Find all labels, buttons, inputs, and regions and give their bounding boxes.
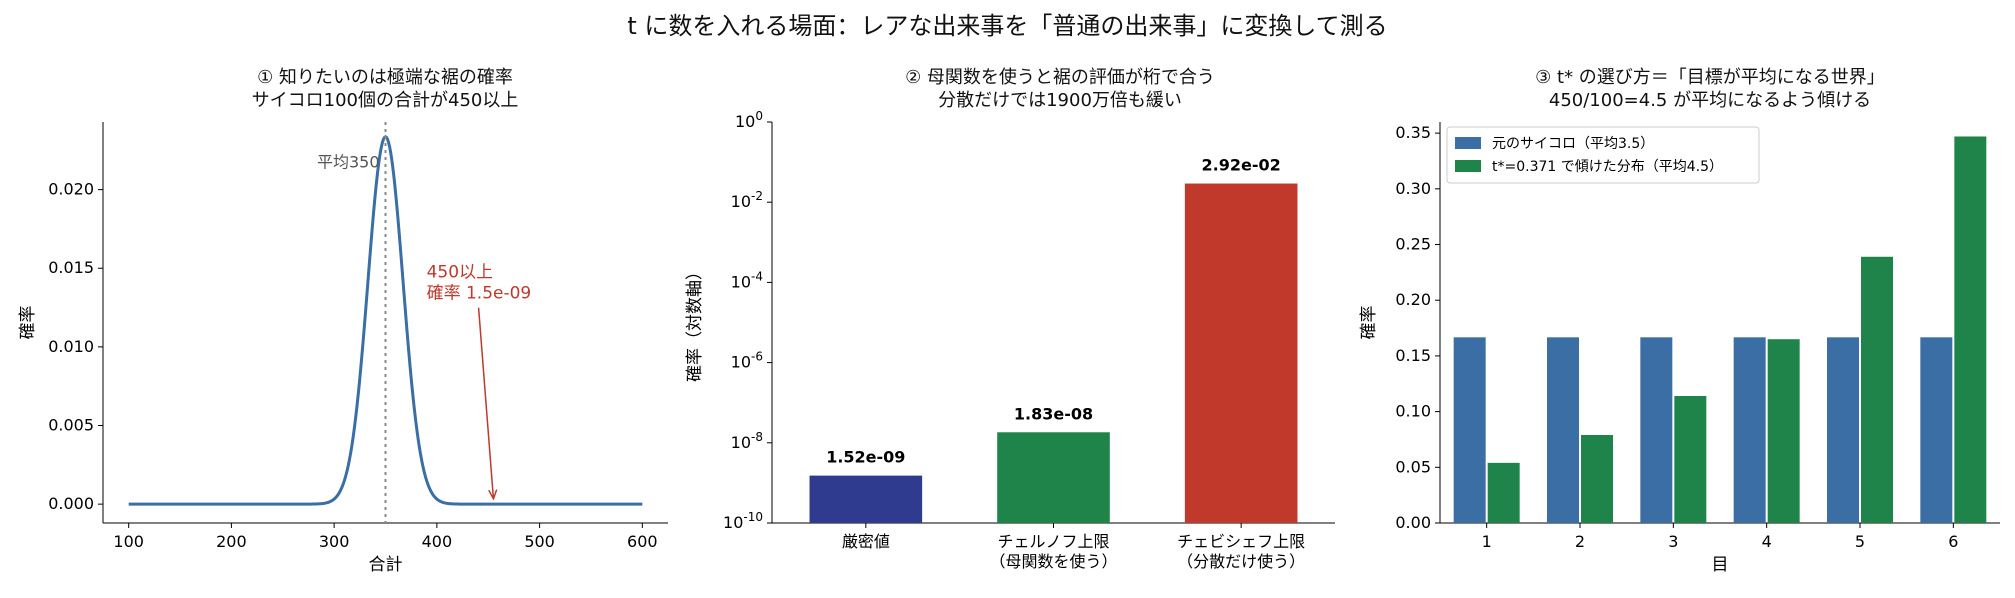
y-tick-label: 10-10 [723,510,763,532]
x-tick-label: 100 [113,532,144,551]
y-tick-label: 0.00 [1395,513,1431,532]
y-tick-label: 10-8 [731,430,763,452]
panel1-title-line2: サイコロ100個の合計が450以上 [251,90,519,111]
x-tick-label: 厳密値 [842,532,890,551]
legend-box [1446,126,1760,184]
x-tick-label: 5 [1855,532,1865,551]
bar-value-label: 2.92e-02 [1202,156,1281,175]
x-tick-label: 400 [422,532,453,551]
legend-swatch [1455,137,1481,149]
figure-title: t に数を入れる場面：レアな出来事を「普通の出来事」に変換して測る [627,12,1388,40]
bar-value-label: 1.52e-09 [826,448,905,467]
bar [1184,183,1298,523]
bar-tilted [1674,396,1707,523]
bar-tilted [1954,136,1987,523]
bar-original [1827,337,1859,523]
x-tick-label: チェビシェフ上限 [1177,532,1305,551]
bar [809,475,923,523]
bar-tilted [1861,256,1893,523]
y-tick-label: 100 [735,109,763,131]
x-tick-label: 300 [319,532,350,551]
y-tick-label: 10-6 [731,350,763,372]
x-tick-label: チェルノフ上限 [997,532,1109,551]
annotation-line1: 450以上 [427,263,493,283]
bar-original [1920,337,1953,523]
y-tick-label: 0.25 [1395,235,1431,254]
y-tick-label: 0.20 [1395,290,1431,309]
x-tick-label: 1 [1482,532,1492,551]
annotation-arrow [477,307,494,498]
y-tick-label: 0.10 [1395,402,1431,421]
x-tick-label: 500 [524,532,555,551]
bar-original [1640,337,1673,523]
y-tick-label: 0.005 [48,416,94,435]
panel3-title-line2: 450/100=4.5 が平均になるよう傾ける [1548,90,1872,111]
y-tick-label: 0.010 [48,337,94,356]
legend-label: t*=0.371 で傾けた分布（平均4.5） [1492,159,1723,175]
x-tick-label: 600 [627,532,658,551]
y-tick-label: 0.35 [1395,123,1431,142]
y-axis-label: 確率 [18,306,38,340]
x-tick-label: 6 [1948,532,1958,551]
y-axis-label: 確率（対数軸） [685,263,705,382]
y-axis-label: 確率 [1359,306,1379,340]
x-tick-label: 3 [1668,532,1678,551]
bar-tilted [1581,435,1613,523]
x-tick-label: 2 [1575,532,1585,551]
x-tick-label: 4 [1762,532,1772,551]
annotation-line2: 確率 1.5e-09 [427,284,532,304]
y-tick-label: 10-2 [731,189,763,211]
panel3-title-line1: ③ t* の選び方＝「目標が平均になる世界」 [1535,67,1885,88]
x-tick-label: （母関数を使う） [989,552,1117,571]
bar-tilted [1487,462,1520,523]
y-tick-label: 10-4 [731,269,763,291]
mean-label: 平均350 [317,153,380,172]
legend-swatch [1455,160,1481,172]
x-tick-label: 200 [216,532,247,551]
y-tick-label: 0.15 [1395,346,1431,365]
bar-tilted [1767,339,1800,523]
y-tick-label: 0.30 [1395,179,1431,198]
y-tick-label: 0.000 [48,494,94,513]
bar-original [1547,337,1579,523]
x-axis-label: 目 [1712,555,1729,575]
y-tick-label: 0.020 [48,180,94,199]
bar [997,432,1110,523]
bar-value-label: 1.83e-08 [1014,404,1093,423]
panel2-title-line2: 分散だけでは1900万倍も緩い [938,90,1182,111]
y-tick-label: 0.05 [1395,457,1431,476]
x-tick-label: （分散だけ使う） [1177,552,1305,571]
y-tick-label: 0.015 [48,258,94,277]
panel1-title-line1: ① 知りたいのは極端な裾の確率 [257,67,513,88]
bar-original [1453,337,1486,523]
x-axis-label: 合計 [369,555,403,575]
panel2-title-line1: ② 母関数を使うと裾の評価が桁で合う [905,67,1215,88]
legend-label: 元のサイコロ（平均3.5） [1492,136,1654,152]
bar-original [1733,337,1766,523]
